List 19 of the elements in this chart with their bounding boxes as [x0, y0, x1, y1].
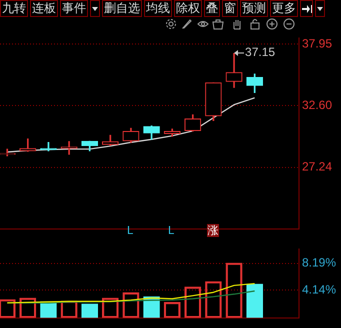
y-tick-label: 8.19%	[302, 256, 336, 270]
text: 除权	[174, 0, 202, 17]
text: 九转	[0, 0, 28, 17]
y-tick-label: 37.95	[302, 36, 332, 50]
annotation: L	[166, 224, 176, 237]
text: 删自选	[102, 0, 142, 17]
text: 窗	[222, 0, 238, 17]
text: 预测	[240, 0, 268, 17]
text: 均线	[144, 0, 172, 17]
text: 连板	[30, 0, 58, 17]
text: 事件	[60, 0, 88, 17]
y-tick-label: 4.14%	[302, 282, 336, 297]
annotation: 37.15	[245, 45, 276, 60]
annotation: 涨	[207, 224, 219, 237]
text: 更多	[270, 0, 298, 17]
y-tick-label: 32.60	[302, 98, 332, 112]
y-tick-label: 27.24	[302, 160, 332, 174]
annotation: L	[126, 224, 134, 237]
text: 叠	[204, 0, 220, 17]
